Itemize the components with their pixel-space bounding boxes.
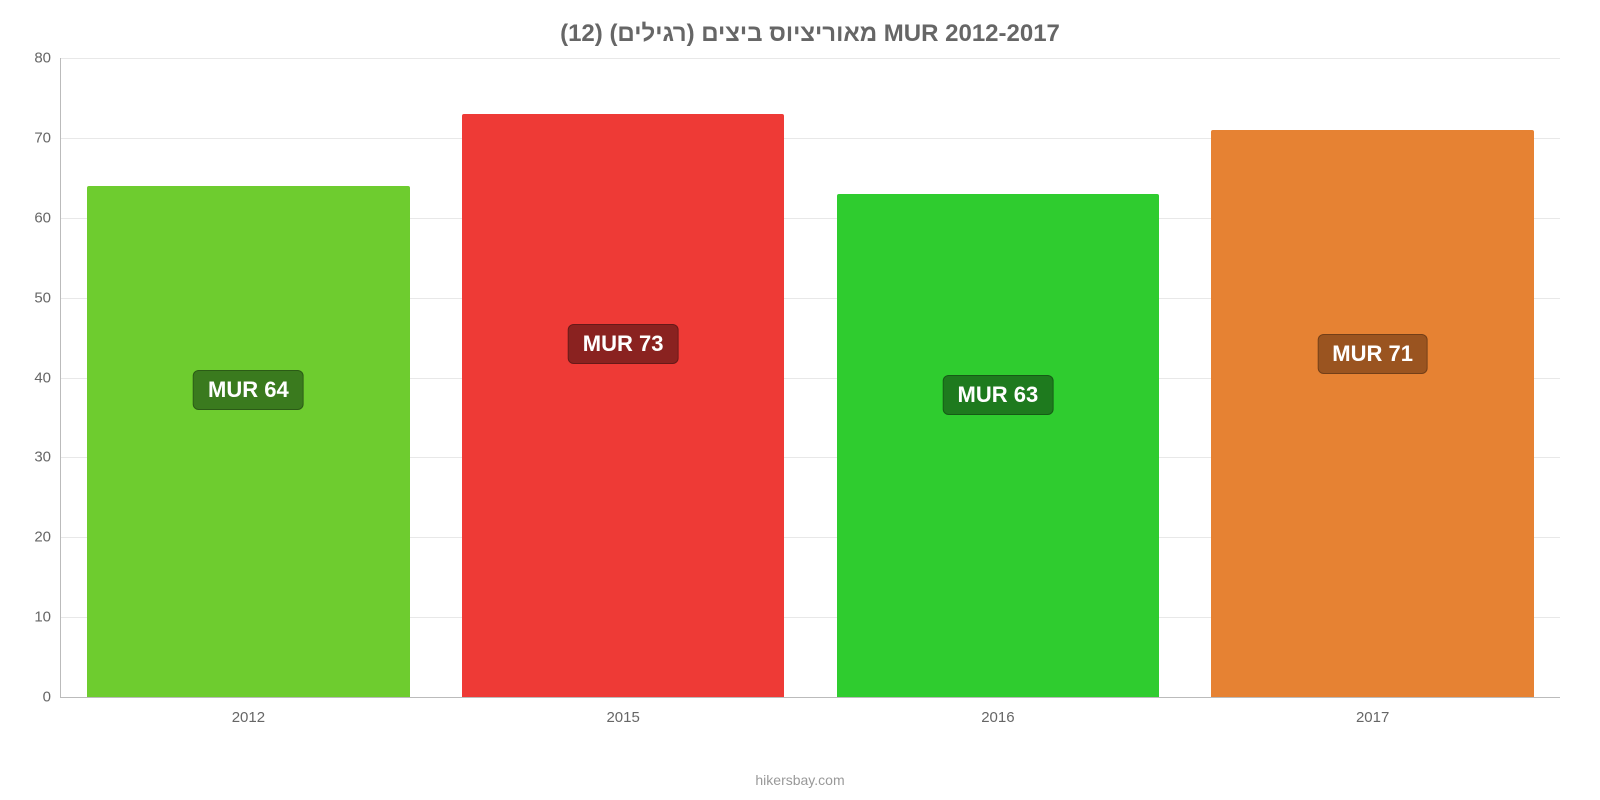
bar-slot: MUR 732015: [436, 58, 811, 697]
y-tick-label: 70: [34, 129, 61, 146]
x-tick-label: 2015: [606, 697, 639, 726]
y-tick-label: 60: [34, 209, 61, 226]
x-tick-label: 2016: [981, 697, 1014, 726]
bar: MUR 71: [1211, 130, 1533, 697]
footer-credit: hikersbay.com: [755, 772, 844, 788]
x-tick-label: 2012: [232, 697, 265, 726]
y-tick-label: 40: [34, 369, 61, 386]
plot-area: MUR 642012MUR 732015MUR 632016MUR 712017…: [60, 58, 1560, 698]
y-tick-label: 80: [34, 50, 61, 67]
y-tick-label: 30: [34, 449, 61, 466]
x-tick-label: 2017: [1356, 697, 1389, 726]
bar: MUR 63: [837, 194, 1159, 697]
bar-slot: MUR 642012: [61, 58, 436, 697]
y-tick-label: 10: [34, 609, 61, 626]
bar-value-badge: MUR 73: [568, 324, 679, 364]
bar-slot: MUR 712017: [1185, 58, 1560, 697]
bars-row: MUR 642012MUR 732015MUR 632016MUR 712017: [61, 58, 1560, 697]
bar-slot: MUR 632016: [811, 58, 1186, 697]
chart-title: מאוריציוס ביצים (רגילים) (12) MUR 2012-2…: [60, 20, 1560, 48]
bar: MUR 73: [462, 114, 784, 697]
bar: MUR 64: [87, 186, 409, 697]
y-tick-label: 20: [34, 529, 61, 546]
bar-value-badge: MUR 64: [193, 370, 304, 410]
y-tick-label: 50: [34, 289, 61, 306]
chart-container: מאוריציוס ביצים (רגילים) (12) MUR 2012-2…: [0, 0, 1600, 800]
bar-value-badge: MUR 71: [1317, 334, 1428, 374]
bar-value-badge: MUR 63: [943, 375, 1054, 415]
y-tick-label: 0: [43, 689, 61, 706]
